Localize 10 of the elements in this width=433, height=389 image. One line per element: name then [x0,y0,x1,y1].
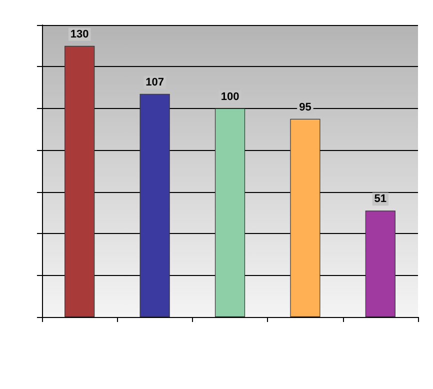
data-label: 107 [146,76,164,88]
data-label: 95 [299,101,312,114]
bar [365,210,396,317]
bar [140,94,170,317]
data-label: 100 [220,90,240,103]
bar [214,108,246,317]
bar [64,46,95,317]
bar [290,118,320,317]
data-label: 130 [70,28,89,40]
data-label: 51 [374,193,387,206]
